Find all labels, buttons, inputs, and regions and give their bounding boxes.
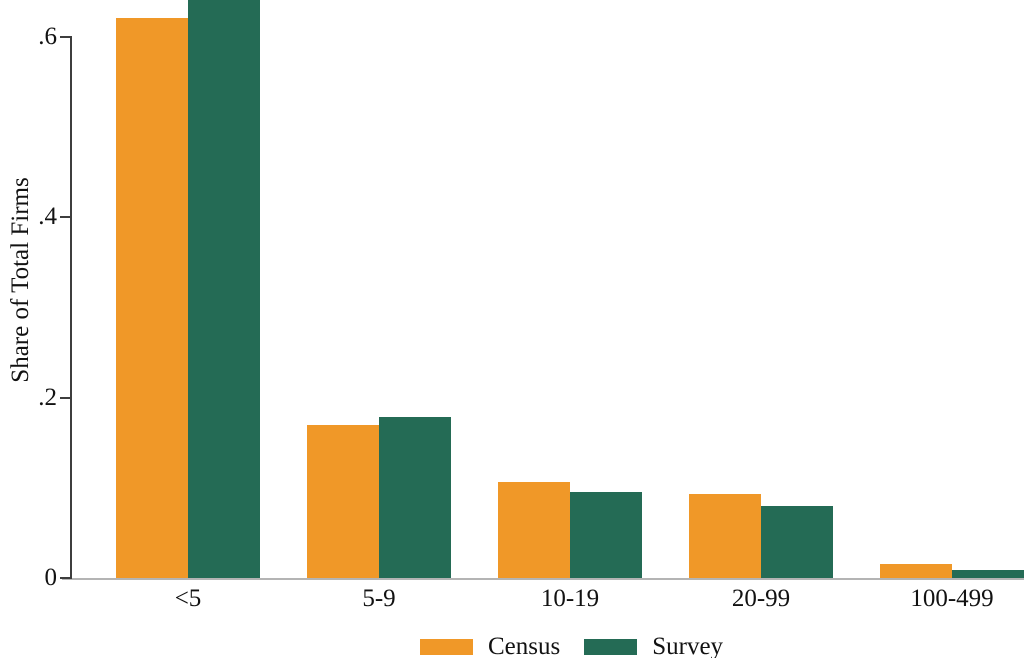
y-tick-mark-0	[60, 577, 72, 579]
legend-swatch-survey-icon	[584, 638, 638, 655]
bar-census-10-19	[498, 482, 570, 578]
bar-survey-20-99	[761, 506, 833, 578]
bar-census-<5	[116, 18, 188, 578]
bar-survey-10-19	[570, 492, 642, 578]
legend-label-census: Census	[488, 633, 561, 658]
y-tick-label-.4: .4	[38, 203, 57, 230]
x-tick-label-20-99: 20-99	[731, 585, 791, 612]
y-tick-mark-.4	[60, 216, 72, 218]
bar-survey-100-499	[952, 570, 1024, 578]
legend-swatch-census-icon	[420, 638, 473, 655]
x-tick-label-<5: <5	[174, 585, 202, 612]
legend: Census Survey	[420, 633, 723, 658]
x-axis-line	[62, 578, 1024, 580]
x-tick-label-100-499: 100-499	[910, 585, 994, 612]
x-tick-label-10-19: 10-19	[540, 585, 600, 612]
x-tick-label-5-9: 5-9	[362, 585, 396, 612]
y-tick-label-0: 0	[44, 564, 58, 591]
y-tick-label-.2: .2	[38, 383, 57, 411]
y-tick-mark-.2	[60, 396, 72, 399]
y-axis-line	[70, 36, 72, 578]
legend-label-survey: Survey	[652, 633, 724, 658]
legend-item-survey: Survey	[584, 633, 723, 658]
bar-census-5-9	[307, 425, 379, 578]
y-tick-label-.6: .6	[38, 22, 57, 50]
bar-census-100-499	[880, 564, 952, 578]
legend-item-census: Census	[420, 633, 560, 658]
y-tick-mark-.6	[60, 35, 72, 38]
bar-survey-5-9	[379, 417, 451, 578]
bar-census-20-99	[689, 494, 761, 578]
bar-survey-<5	[188, 0, 260, 578]
plot-area	[116, 0, 1024, 578]
